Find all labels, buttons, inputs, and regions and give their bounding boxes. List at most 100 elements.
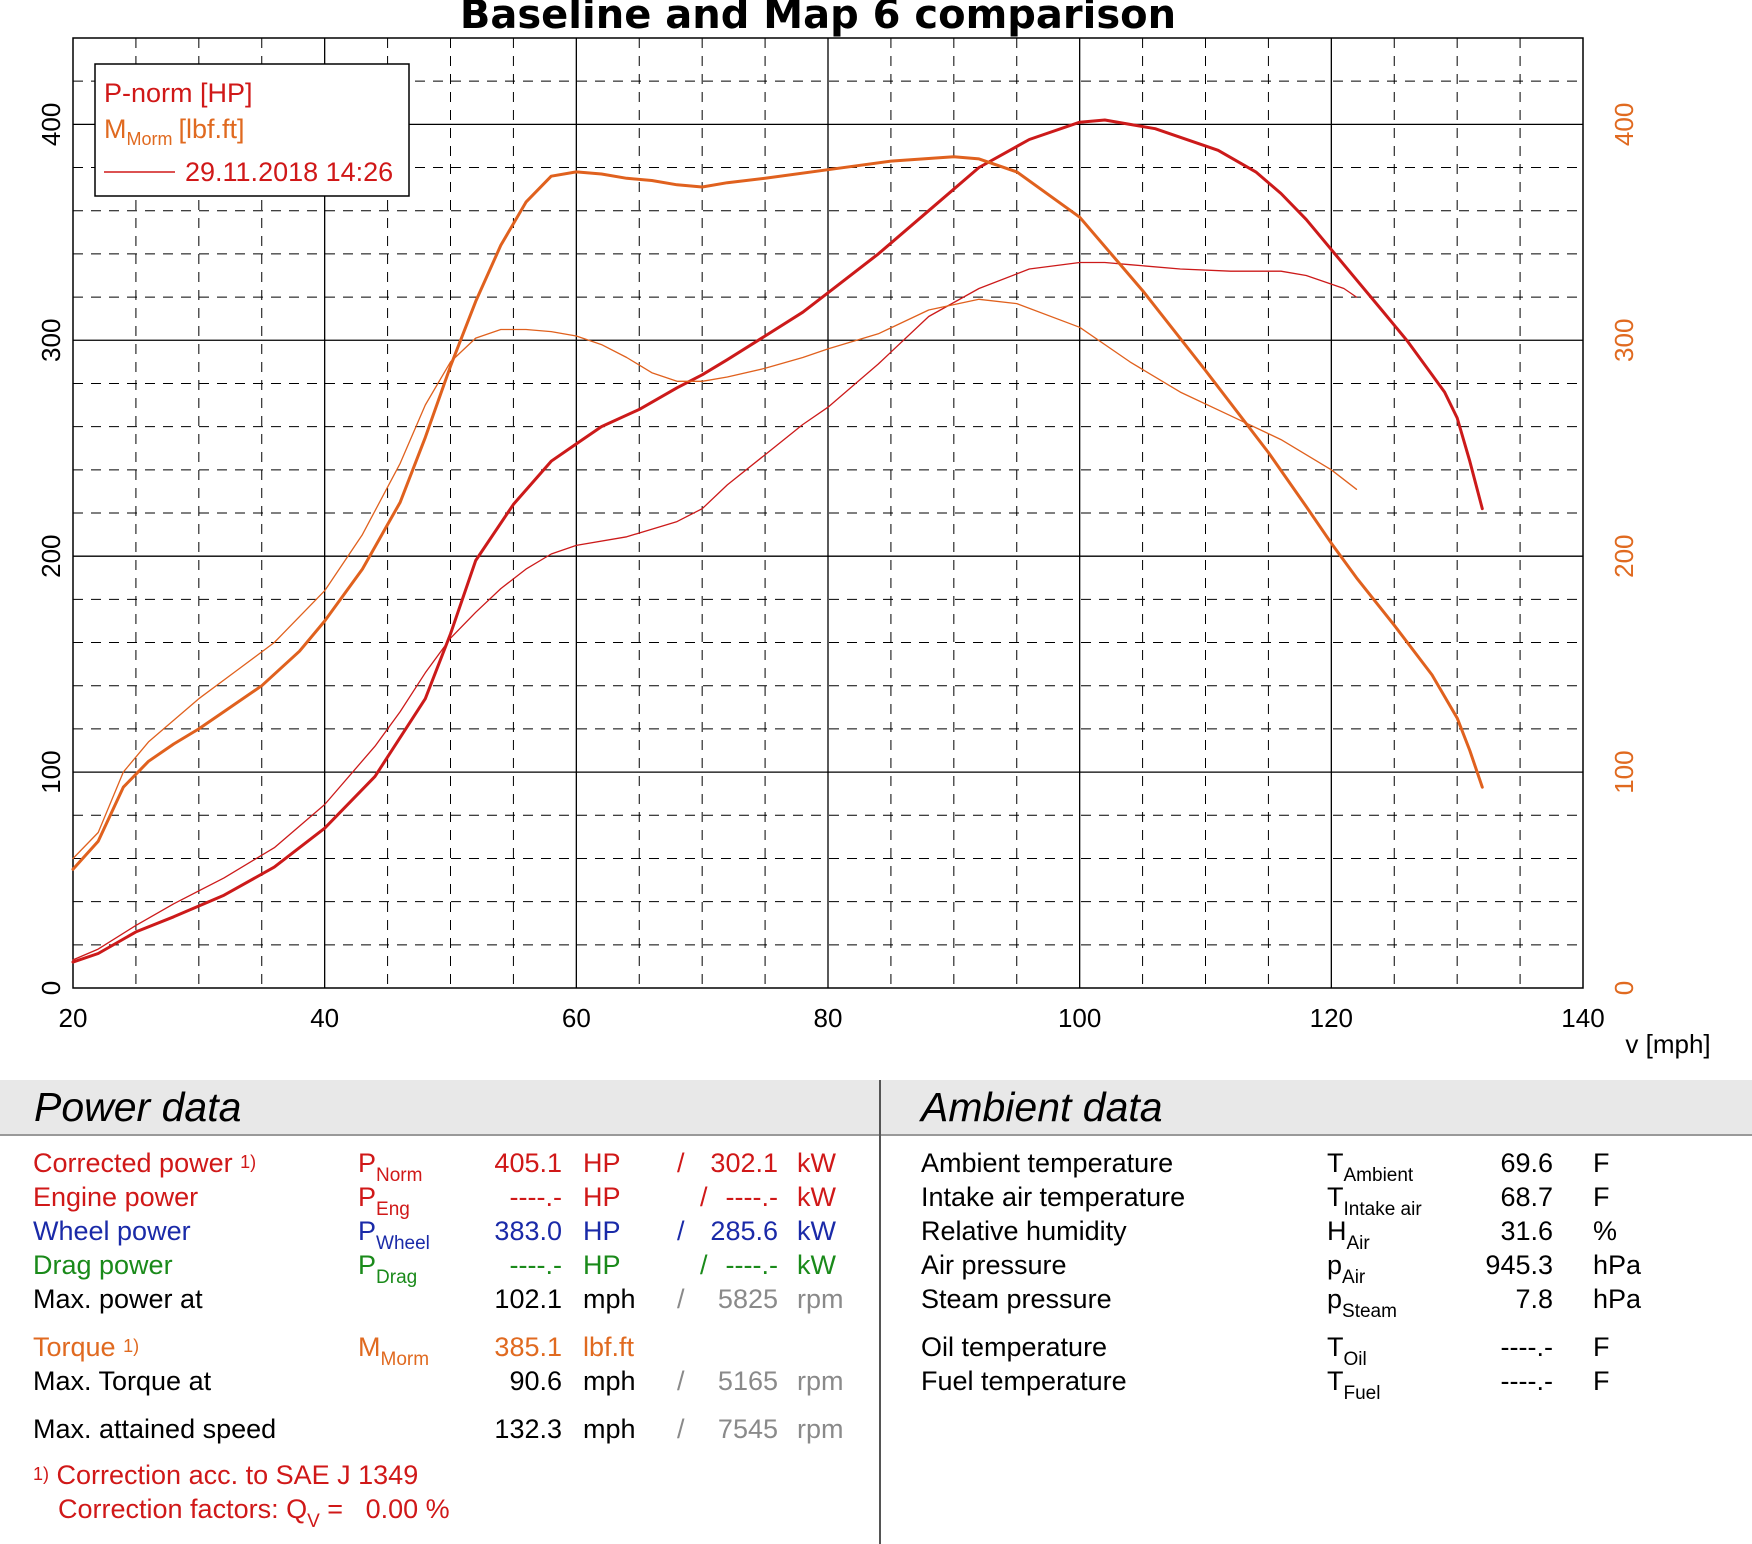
x-tick-label: 80 <box>814 1003 843 1033</box>
ambient-row-unit: F <box>1593 1332 1610 1362</box>
ambient-row-symbol: HAir <box>1327 1216 1370 1254</box>
power-row-separator: / <box>677 1284 685 1314</box>
power-row-unit: mph <box>583 1414 636 1444</box>
power-row-separator: / <box>700 1250 708 1280</box>
ambient-row-label: Fuel temperature <box>921 1366 1127 1396</box>
ambient-row-unit: hPa <box>1593 1250 1642 1280</box>
power-row-unit-2: rpm <box>797 1414 844 1444</box>
chart-title: Baseline and Map 6 comparison <box>460 0 1176 38</box>
ambient-data-title: Ambient data <box>921 1084 1163 1130</box>
power-row-label: Max. power at <box>33 1284 203 1314</box>
y-axis-left-ticks: 0 100 200 300 400 <box>36 103 66 996</box>
power-data-header: Power data <box>0 1080 879 1136</box>
dyno-chart: Baseline and Map 6 comparison 20 40 60 80 10… <box>36 0 1711 1059</box>
power-row-symbol: PDrag <box>358 1250 418 1288</box>
ambient-row-value: 945.3 <box>1485 1250 1553 1280</box>
power-row-value-2: 5165 <box>717 1366 778 1396</box>
ambient-row-value: ----.- <box>1500 1332 1553 1362</box>
power-row-unit-2: kW <box>797 1216 836 1246</box>
power-row-value: 90.6 <box>509 1366 562 1396</box>
power-row-value: 385.1 <box>494 1332 562 1362</box>
ambient-row-unit: F <box>1593 1148 1610 1178</box>
divider-vertical <box>879 1080 881 1544</box>
ambient-row-symbol: TOil <box>1327 1332 1367 1370</box>
power-row-separator: / <box>700 1182 708 1212</box>
y-tick-label-right: 200 <box>1609 534 1639 577</box>
power-row-separator: / <box>677 1414 685 1444</box>
power-row-value-2: ----.- <box>725 1250 778 1280</box>
power-row-value-2: 7545 <box>717 1414 778 1444</box>
power-row-value-2: 5825 <box>717 1284 778 1314</box>
power-row-label: Drag power <box>33 1250 173 1280</box>
y-tick-label-right: 300 <box>1609 319 1639 362</box>
power-row-value: 383.0 <box>494 1216 562 1246</box>
legend-date: 29.11.2018 14:26 <box>185 157 393 187</box>
x-tick-label: 20 <box>59 1003 88 1033</box>
legend-power-entry: P-norm [HP] <box>104 78 253 108</box>
power-row-label: Corrected power 1) <box>33 1148 257 1178</box>
y-tick-label-left: 400 <box>36 103 66 146</box>
series-line-power-baseline <box>72 261 1358 961</box>
power-row-value: 132.3 <box>494 1414 562 1444</box>
footnote-line-2: Correction factors: QV = 0.00 % <box>58 1494 450 1532</box>
ambient-row-label: Steam pressure <box>921 1284 1112 1314</box>
series-line-power-map6 <box>71 118 1484 964</box>
ambient-row-unit: hPa <box>1593 1284 1642 1314</box>
power-row-unit-2: rpm <box>797 1284 844 1314</box>
x-axis-ticks: 20 40 60 80 100 120 140 <box>59 1003 1605 1033</box>
power-row-unit: mph <box>583 1284 636 1314</box>
ambient-row-symbol: TFuel <box>1327 1366 1381 1404</box>
power-row-unit-2: rpm <box>797 1366 844 1396</box>
ambient-row-label: Intake air temperature <box>921 1182 1186 1212</box>
power-row-symbol: PWheel <box>358 1216 430 1254</box>
power-row-unit-2: kW <box>797 1148 836 1178</box>
x-axis-label: v [mph] <box>1625 1029 1710 1059</box>
power-row-value-2: 285.6 <box>710 1216 778 1246</box>
power-row-unit: HP <box>583 1250 621 1280</box>
series-line-torque-baseline <box>72 298 1358 860</box>
power-row-unit: mph <box>583 1366 636 1396</box>
power-row-symbol: PNorm <box>358 1148 423 1186</box>
x-tick-label: 120 <box>1310 1003 1353 1033</box>
y-tick-label-left: 300 <box>36 319 66 362</box>
ambient-row-symbol: pSteam <box>1327 1284 1397 1322</box>
ambient-row-label: Ambient temperature <box>921 1148 1174 1178</box>
legend-box <box>94 63 410 197</box>
power-row-unit: HP <box>583 1182 621 1212</box>
x-tick-label: 140 <box>1561 1003 1604 1033</box>
power-row-separator: / <box>677 1148 685 1178</box>
ambient-row-symbol: TAmbient <box>1327 1148 1414 1186</box>
x-tick-label: 100 <box>1058 1003 1101 1033</box>
y-tick-label-right: 0 <box>1609 981 1639 995</box>
y-tick-label-left: 100 <box>36 750 66 793</box>
chart-legend: P-norm [HP] MMorm [lbf.ft] 29.11.2018 14:… <box>94 63 410 197</box>
ambient-data-panel: Ambient data Ambient temperature TAmbient… <box>881 1080 1752 1544</box>
power-row-value: 405.1 <box>494 1148 562 1178</box>
ambient-row-label: Air pressure <box>921 1250 1067 1280</box>
power-row-value: ----.- <box>509 1182 562 1212</box>
ambient-row-unit: F <box>1593 1366 1610 1396</box>
power-row-separator: / <box>677 1216 685 1246</box>
plot-grid <box>73 38 1583 988</box>
power-row-unit-2: kW <box>797 1182 836 1212</box>
power-row-value: ----.- <box>509 1250 562 1280</box>
power-row-separator: / <box>677 1366 685 1396</box>
power-row-label: Engine power <box>33 1182 199 1212</box>
y-tick-label-left: 0 <box>36 981 66 995</box>
power-row-unit: lbf.ft <box>583 1332 635 1362</box>
ambient-row-label: Oil temperature <box>921 1332 1108 1362</box>
power-row-unit: HP <box>583 1148 621 1178</box>
ambient-row-unit: % <box>1593 1216 1618 1246</box>
x-tick-label: 60 <box>562 1003 591 1033</box>
power-row-unit-2: kW <box>797 1250 836 1280</box>
ambient-row-value: ----.- <box>1500 1366 1553 1396</box>
ambient-row-symbol: pAir <box>1327 1250 1366 1288</box>
legend-torque-entry: MMorm [lbf.ft] <box>104 114 245 149</box>
power-data-panel: Power data Corrected power 1) PNorm 405.1 H… <box>0 1080 879 1544</box>
power-row-value-2: ----.- <box>725 1182 778 1212</box>
power-row-label: Wheel power <box>33 1216 191 1246</box>
plot-frame <box>72 37 1584 989</box>
x-tick-label: 40 <box>310 1003 339 1033</box>
power-row-symbol: PEng <box>358 1182 410 1220</box>
ambient-data-header: Ambient data <box>881 1080 1752 1136</box>
